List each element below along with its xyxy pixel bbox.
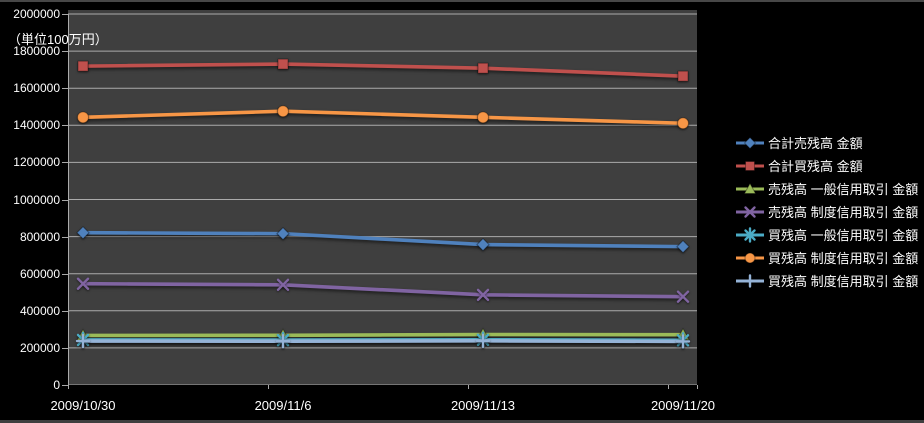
- series-line-2: [82, 332, 684, 338]
- y-tick-mark: [62, 125, 68, 127]
- y-tick-label: 800000: [19, 229, 60, 244]
- x-tick-mark: [68, 385, 69, 389]
- y-tick-mark: [62, 199, 68, 201]
- legend-item-2: 売残高 一般信用取引 金額: [735, 177, 918, 200]
- series-marker: [676, 239, 690, 254]
- plot-area: [68, 10, 697, 385]
- y-tick-label: 1000000: [13, 192, 60, 207]
- series-marker: [475, 333, 491, 349]
- series-marker: [744, 205, 756, 218]
- legend-label: 買残高 制度信用取引 金額: [768, 251, 919, 266]
- series-marker: [76, 225, 90, 240]
- series-marker: [476, 237, 490, 252]
- legend-item-0: 合計売残高 金額: [735, 131, 918, 154]
- legend-item-1: 合計買残高 金額: [735, 154, 918, 177]
- bottom-edge-line: [0, 420, 924, 423]
- series-marker: [277, 105, 289, 118]
- y-tick-label: 1400000: [13, 118, 60, 133]
- x-tick-mark: [468, 385, 469, 389]
- legend-marker-icon: [736, 252, 764, 263]
- y-tick-mark: [62, 236, 68, 238]
- legend-label: 買残高 制度信用取引 金額: [768, 274, 919, 289]
- y-tick-mark: [62, 88, 68, 90]
- legend-label: 買残高 一般信用取引 金額: [768, 228, 919, 243]
- y-tick-mark: [62, 273, 68, 275]
- y-tick-label: 1800000: [13, 44, 60, 59]
- x-tick-label: 2009/11/20: [650, 398, 716, 413]
- series-line-3: [82, 281, 684, 299]
- series-marker: [677, 117, 689, 130]
- legend-label: 合計買残高 金額: [768, 159, 863, 174]
- legend-label: 売残高 一般信用取引 金額: [768, 182, 919, 197]
- series-marker: [477, 111, 489, 124]
- legend-label: 合計売残高 金額: [768, 136, 863, 151]
- series-marker: [276, 226, 290, 241]
- series-marker: [76, 277, 90, 290]
- y-tick-label: 600000: [19, 266, 60, 281]
- series-marker: [477, 62, 489, 74]
- series-marker: [277, 58, 289, 70]
- series-marker: [476, 288, 490, 302]
- y-tick-mark: [62, 347, 68, 349]
- series-marker: [677, 70, 689, 82]
- legend-marker-icon: [736, 160, 764, 171]
- series-marker: [745, 160, 755, 171]
- y-tick-mark: [62, 14, 68, 15]
- series-marker: [77, 60, 89, 72]
- series-marker: [743, 136, 757, 149]
- series-line-5: [82, 109, 684, 126]
- series-line-6: [82, 339, 684, 344]
- y-tick-label: 200000: [19, 340, 60, 355]
- x-tick-label: 2009/11/13: [450, 398, 516, 413]
- y-tick-mark: [62, 385, 68, 386]
- series-marker: [676, 290, 690, 303]
- legend-marker-icon: [736, 205, 764, 218]
- legend-item-4: 買残高 一般信用取引 金額: [735, 223, 918, 246]
- y-tick-mark: [62, 51, 68, 53]
- series-marker: [275, 334, 291, 349]
- y-tick-label: 0: [53, 378, 60, 392]
- unit-label: （単位100万円）: [8, 32, 108, 47]
- series-marker: [743, 181, 757, 194]
- top-edge-line: [0, 0, 924, 2]
- series-line-0: [82, 230, 684, 249]
- series-marker: [743, 273, 757, 288]
- x-tick-mark: [697, 385, 698, 389]
- x-tick-label: 2009/10/30: [50, 398, 116, 413]
- series-marker: [744, 226, 756, 243]
- legend-item-5: 買残高 制度信用取引 金額: [735, 246, 918, 269]
- y-tick-label: 1600000: [13, 81, 60, 96]
- legend-label: 売残高 制度信用取引 金額: [768, 205, 919, 220]
- series-marker: [276, 278, 290, 292]
- y-tick-label: 1200000: [13, 155, 60, 170]
- series-line-1: [82, 62, 684, 78]
- series-marker: [75, 333, 91, 349]
- legend-marker-icon: [736, 226, 764, 243]
- x-tick-mark: [668, 385, 669, 389]
- legend-marker-icon: [736, 273, 764, 288]
- y-tick-label: 2000000: [13, 7, 60, 21]
- legend-marker-icon: [736, 136, 764, 149]
- y-tick-mark: [62, 310, 68, 312]
- legend-item-3: 売残高 制度信用取引 金額: [735, 200, 918, 223]
- legend-marker-icon: [736, 181, 764, 194]
- y-tick-label: 400000: [19, 303, 60, 318]
- legend: 合計売残高 金額 合計買残高 金額売残高 一般信用取引 金額 売残高 制度信用取引 …: [735, 131, 918, 292]
- series-marker: [77, 111, 89, 124]
- x-tick-mark: [268, 385, 269, 389]
- series-marker: [744, 252, 756, 263]
- legend-item-6: 買残高 制度信用取引 金額: [735, 269, 918, 292]
- plot-svg: [68, 13, 697, 385]
- y-tick-mark: [62, 162, 68, 164]
- series-marker: [675, 334, 691, 349]
- x-tick-label: 2009/11/6: [254, 398, 312, 413]
